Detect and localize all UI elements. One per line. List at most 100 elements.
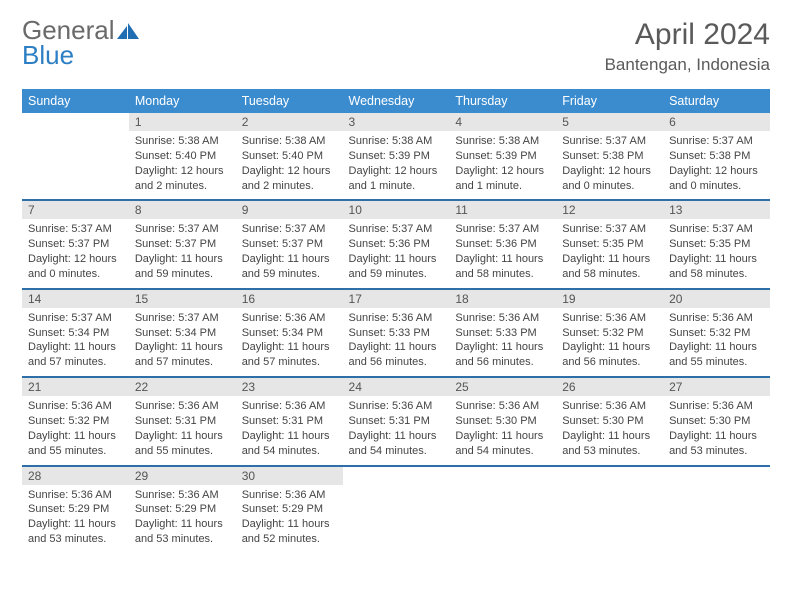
weekday-header: Saturday [663, 89, 770, 113]
sunrise-text: Sunrise: 5:36 AM [562, 311, 657, 326]
day-number [556, 467, 663, 485]
sunset-text: Sunset: 5:32 PM [562, 326, 657, 341]
day-number [449, 467, 556, 485]
sunset-text: Sunset: 5:35 PM [562, 237, 657, 252]
calendar-day-cell: 3Sunrise: 5:38 AMSunset: 5:39 PMDaylight… [343, 113, 450, 200]
sunset-text: Sunset: 5:30 PM [562, 414, 657, 429]
day-number: 1 [129, 113, 236, 131]
calendar-day-cell: 21Sunrise: 5:36 AMSunset: 5:32 PMDayligh… [22, 377, 129, 465]
sunrise-text: Sunrise: 5:37 AM [562, 222, 657, 237]
calendar-day-cell: 26Sunrise: 5:36 AMSunset: 5:30 PMDayligh… [556, 377, 663, 465]
day-detail: Sunrise: 5:37 AMSunset: 5:37 PMDaylight:… [129, 219, 236, 287]
sunrise-text: Sunrise: 5:37 AM [28, 222, 123, 237]
sunrise-text: Sunrise: 5:36 AM [242, 399, 337, 414]
day-detail: Sunrise: 5:36 AMSunset: 5:32 PMDaylight:… [22, 396, 129, 464]
day-number: 17 [343, 290, 450, 308]
calendar-day-cell: 7Sunrise: 5:37 AMSunset: 5:37 PMDaylight… [22, 200, 129, 288]
day-number: 7 [22, 201, 129, 219]
sunrise-text: Sunrise: 5:37 AM [669, 134, 764, 149]
daylight-text: Daylight: 12 hours and 1 minute. [455, 164, 550, 194]
daylight-text: Daylight: 11 hours and 57 minutes. [135, 340, 230, 370]
calendar-day-cell: 6Sunrise: 5:37 AMSunset: 5:38 PMDaylight… [663, 113, 770, 200]
sunset-text: Sunset: 5:29 PM [135, 502, 230, 517]
sunset-text: Sunset: 5:37 PM [242, 237, 337, 252]
calendar-day-cell: 5Sunrise: 5:37 AMSunset: 5:38 PMDaylight… [556, 113, 663, 200]
daylight-text: Daylight: 11 hours and 59 minutes. [242, 252, 337, 282]
calendar-day-cell: 11Sunrise: 5:37 AMSunset: 5:36 PMDayligh… [449, 200, 556, 288]
day-detail: Sunrise: 5:37 AMSunset: 5:34 PMDaylight:… [129, 308, 236, 376]
day-detail: Sunrise: 5:37 AMSunset: 5:35 PMDaylight:… [556, 219, 663, 287]
sunrise-text: Sunrise: 5:37 AM [669, 222, 764, 237]
weekday-header: Thursday [449, 89, 556, 113]
day-detail [22, 131, 129, 140]
calendar-day-cell: 2Sunrise: 5:38 AMSunset: 5:40 PMDaylight… [236, 113, 343, 200]
daylight-text: Daylight: 11 hours and 55 minutes. [135, 429, 230, 459]
daylight-text: Daylight: 11 hours and 57 minutes. [28, 340, 123, 370]
calendar-week-row: 7Sunrise: 5:37 AMSunset: 5:37 PMDaylight… [22, 200, 770, 288]
daylight-text: Daylight: 11 hours and 53 minutes. [562, 429, 657, 459]
day-detail [663, 485, 770, 494]
sunset-text: Sunset: 5:32 PM [28, 414, 123, 429]
sunset-text: Sunset: 5:39 PM [455, 149, 550, 164]
day-detail: Sunrise: 5:38 AMSunset: 5:39 PMDaylight:… [449, 131, 556, 199]
calendar-day-cell [449, 466, 556, 553]
sunset-text: Sunset: 5:34 PM [135, 326, 230, 341]
daylight-text: Daylight: 11 hours and 54 minutes. [242, 429, 337, 459]
day-detail: Sunrise: 5:36 AMSunset: 5:33 PMDaylight:… [449, 308, 556, 376]
day-detail: Sunrise: 5:36 AMSunset: 5:30 PMDaylight:… [556, 396, 663, 464]
day-detail: Sunrise: 5:36 AMSunset: 5:31 PMDaylight:… [343, 396, 450, 464]
sunset-text: Sunset: 5:34 PM [28, 326, 123, 341]
sunrise-text: Sunrise: 5:36 AM [242, 488, 337, 503]
day-number: 21 [22, 378, 129, 396]
calendar-day-cell: 1Sunrise: 5:38 AMSunset: 5:40 PMDaylight… [129, 113, 236, 200]
daylight-text: Daylight: 11 hours and 58 minutes. [562, 252, 657, 282]
sunset-text: Sunset: 5:40 PM [135, 149, 230, 164]
daylight-text: Daylight: 11 hours and 55 minutes. [669, 340, 764, 370]
calendar-day-cell: 15Sunrise: 5:37 AMSunset: 5:34 PMDayligh… [129, 289, 236, 377]
calendar-day-cell: 17Sunrise: 5:36 AMSunset: 5:33 PMDayligh… [343, 289, 450, 377]
sunrise-text: Sunrise: 5:36 AM [455, 399, 550, 414]
brand-part2: Blue [22, 40, 74, 70]
day-detail: Sunrise: 5:36 AMSunset: 5:29 PMDaylight:… [236, 485, 343, 553]
daylight-text: Daylight: 11 hours and 59 minutes. [349, 252, 444, 282]
sunrise-text: Sunrise: 5:37 AM [135, 222, 230, 237]
day-number: 18 [449, 290, 556, 308]
daylight-text: Daylight: 12 hours and 0 minutes. [669, 164, 764, 194]
month-title: April 2024 [605, 18, 770, 52]
calendar-day-cell: 16Sunrise: 5:36 AMSunset: 5:34 PMDayligh… [236, 289, 343, 377]
calendar-week-row: 28Sunrise: 5:36 AMSunset: 5:29 PMDayligh… [22, 466, 770, 553]
calendar-day-cell: 12Sunrise: 5:37 AMSunset: 5:35 PMDayligh… [556, 200, 663, 288]
calendar-week-row: 21Sunrise: 5:36 AMSunset: 5:32 PMDayligh… [22, 377, 770, 465]
calendar-day-cell [663, 466, 770, 553]
daylight-text: Daylight: 11 hours and 57 minutes. [242, 340, 337, 370]
sunset-text: Sunset: 5:40 PM [242, 149, 337, 164]
sunset-text: Sunset: 5:37 PM [135, 237, 230, 252]
daylight-text: Daylight: 11 hours and 55 minutes. [28, 429, 123, 459]
daylight-text: Daylight: 11 hours and 58 minutes. [455, 252, 550, 282]
sunset-text: Sunset: 5:34 PM [242, 326, 337, 341]
daylight-text: Daylight: 11 hours and 53 minutes. [28, 517, 123, 547]
sunset-text: Sunset: 5:35 PM [669, 237, 764, 252]
day-detail: Sunrise: 5:36 AMSunset: 5:31 PMDaylight:… [236, 396, 343, 464]
day-detail: Sunrise: 5:36 AMSunset: 5:29 PMDaylight:… [22, 485, 129, 553]
sunrise-text: Sunrise: 5:36 AM [669, 311, 764, 326]
day-number [663, 467, 770, 485]
day-detail: Sunrise: 5:37 AMSunset: 5:36 PMDaylight:… [449, 219, 556, 287]
sunrise-text: Sunrise: 5:37 AM [455, 222, 550, 237]
sunset-text: Sunset: 5:29 PM [28, 502, 123, 517]
day-number: 19 [556, 290, 663, 308]
day-detail: Sunrise: 5:36 AMSunset: 5:34 PMDaylight:… [236, 308, 343, 376]
day-detail: Sunrise: 5:38 AMSunset: 5:39 PMDaylight:… [343, 131, 450, 199]
calendar-week-row: 1Sunrise: 5:38 AMSunset: 5:40 PMDaylight… [22, 113, 770, 200]
day-number: 12 [556, 201, 663, 219]
daylight-text: Daylight: 11 hours and 52 minutes. [242, 517, 337, 547]
day-detail: Sunrise: 5:36 AMSunset: 5:30 PMDaylight:… [449, 396, 556, 464]
sunrise-text: Sunrise: 5:36 AM [349, 311, 444, 326]
sunset-text: Sunset: 5:36 PM [455, 237, 550, 252]
weekday-header: Sunday [22, 89, 129, 113]
sunrise-text: Sunrise: 5:37 AM [135, 311, 230, 326]
calendar-day-cell: 29Sunrise: 5:36 AMSunset: 5:29 PMDayligh… [129, 466, 236, 553]
sunset-text: Sunset: 5:37 PM [28, 237, 123, 252]
day-detail: Sunrise: 5:37 AMSunset: 5:38 PMDaylight:… [663, 131, 770, 199]
day-number: 4 [449, 113, 556, 131]
